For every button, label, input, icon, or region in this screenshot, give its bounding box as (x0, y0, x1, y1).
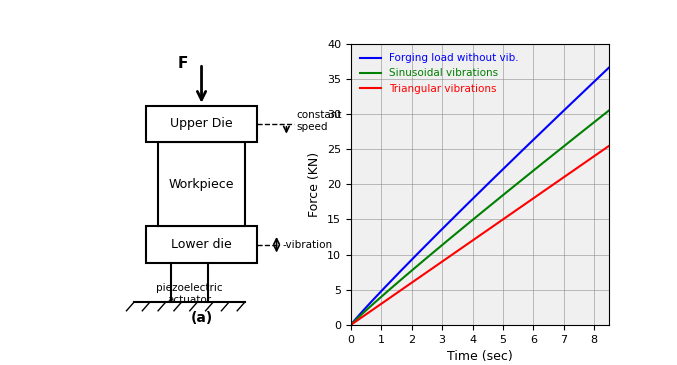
Forging load without vib. (360, 307, 368, 312)
Text: piezoelectric
actuator: piezoelectric actuator (156, 283, 223, 305)
Legend: Forging load without vib., Sinusoidal vibrations, Triangular vibrations: Forging load without vib., Sinusoidal vi… (356, 49, 523, 98)
Triangular vibrations (360, 314, 368, 318)
Forging load without vib. (466, 200, 474, 204)
Text: constant
speed: constant speed (297, 110, 342, 132)
Triangular vibrations (598, 149, 606, 153)
Text: (a): (a) (190, 311, 213, 325)
Line: Sinusoidal vibrations: Sinusoidal vibrations (351, 110, 609, 325)
Triangular vibrations (466, 240, 474, 245)
Text: Workpiece: Workpiece (169, 178, 234, 191)
Triangular vibrations (347, 323, 355, 327)
Sinusoidal vibrations (605, 108, 613, 112)
Forging load without vib. (598, 72, 606, 77)
Sinusoidal vibrations (598, 114, 606, 118)
Y-axis label: Force (KN): Force (KN) (309, 152, 322, 217)
Text: Lower die: Lower die (171, 238, 232, 251)
Bar (146, 105, 257, 142)
Sinusoidal vibrations (598, 114, 606, 118)
Sinusoidal vibrations (347, 323, 355, 327)
Line: Forging load without vib.: Forging load without vib. (351, 67, 609, 325)
Triangular vibrations (473, 235, 481, 240)
Forging load without vib. (598, 72, 606, 77)
Bar (158, 142, 244, 226)
Sinusoidal vibrations (466, 220, 474, 224)
Text: -vibration: -vibration (283, 240, 333, 250)
Text: F: F (178, 56, 188, 71)
Line: Triangular vibrations: Triangular vibrations (351, 146, 609, 325)
Triangular vibrations (605, 143, 613, 148)
Forging load without vib. (605, 65, 613, 69)
Sinusoidal vibrations (360, 310, 368, 314)
Sinusoidal vibrations (550, 151, 559, 156)
Forging load without vib. (473, 193, 481, 197)
Text: Upper Die: Upper Die (170, 118, 233, 130)
Triangular vibrations (598, 149, 606, 153)
Sinusoidal vibrations (473, 215, 481, 219)
Forging load without vib. (347, 323, 355, 327)
X-axis label: Time (sec): Time (sec) (447, 350, 513, 363)
Triangular vibrations (550, 181, 559, 186)
Forging load without vib. (550, 118, 559, 122)
Bar (146, 226, 257, 263)
